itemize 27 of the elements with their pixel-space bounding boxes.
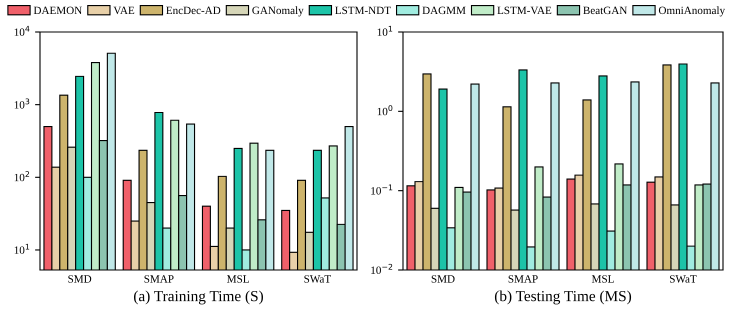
x-tick-label: MSL — [592, 275, 614, 283]
y-tick-label: 10$^{1}$ — [378, 26, 392, 36]
legend-label: DAEMON — [34, 6, 82, 14]
y-tick-label: 10$^{4}$ — [14, 26, 30, 36]
legend-label: LSTM-VAE — [497, 6, 552, 14]
y-tick-label: 10$^{1}$ — [14, 244, 30, 254]
y-tick-label: 10$^{3}$ — [14, 98, 30, 109]
legend-label: OmniAnomaly — [658, 6, 726, 16]
x-tick-label: SMD — [68, 275, 92, 283]
legend-label: VAE — [113, 6, 134, 14]
x-axis-title: (a) Training Time (S) — [134, 290, 263, 304]
legend-label: DAGMM — [422, 6, 466, 14]
y-tick-label: 10$^{−1}$ — [371, 184, 392, 195]
x-tick-label: SMAP — [144, 275, 174, 283]
legend-label: EncDec-AD — [166, 6, 220, 14]
x-tick-label: SMAP — [508, 275, 538, 283]
y-tick-label: 10$^{−2}$ — [371, 264, 392, 274]
x-axis-title: (b) Testing Time (MS) — [494, 290, 632, 304]
legend-label: BeatGAN — [583, 6, 628, 14]
x-tick-label: SMD — [432, 275, 455, 283]
x-tick-label: SWaT — [670, 275, 697, 283]
y-tick-label: 10$^{0}$ — [378, 105, 392, 116]
legend-label: LSTM-NDT — [335, 6, 391, 14]
x-tick-label: SWaT — [304, 275, 331, 283]
y-tick-label: 10$^{2}$ — [14, 171, 30, 182]
legend-label: GANomaly — [252, 6, 304, 16]
x-tick-label: MSL — [227, 275, 249, 283]
